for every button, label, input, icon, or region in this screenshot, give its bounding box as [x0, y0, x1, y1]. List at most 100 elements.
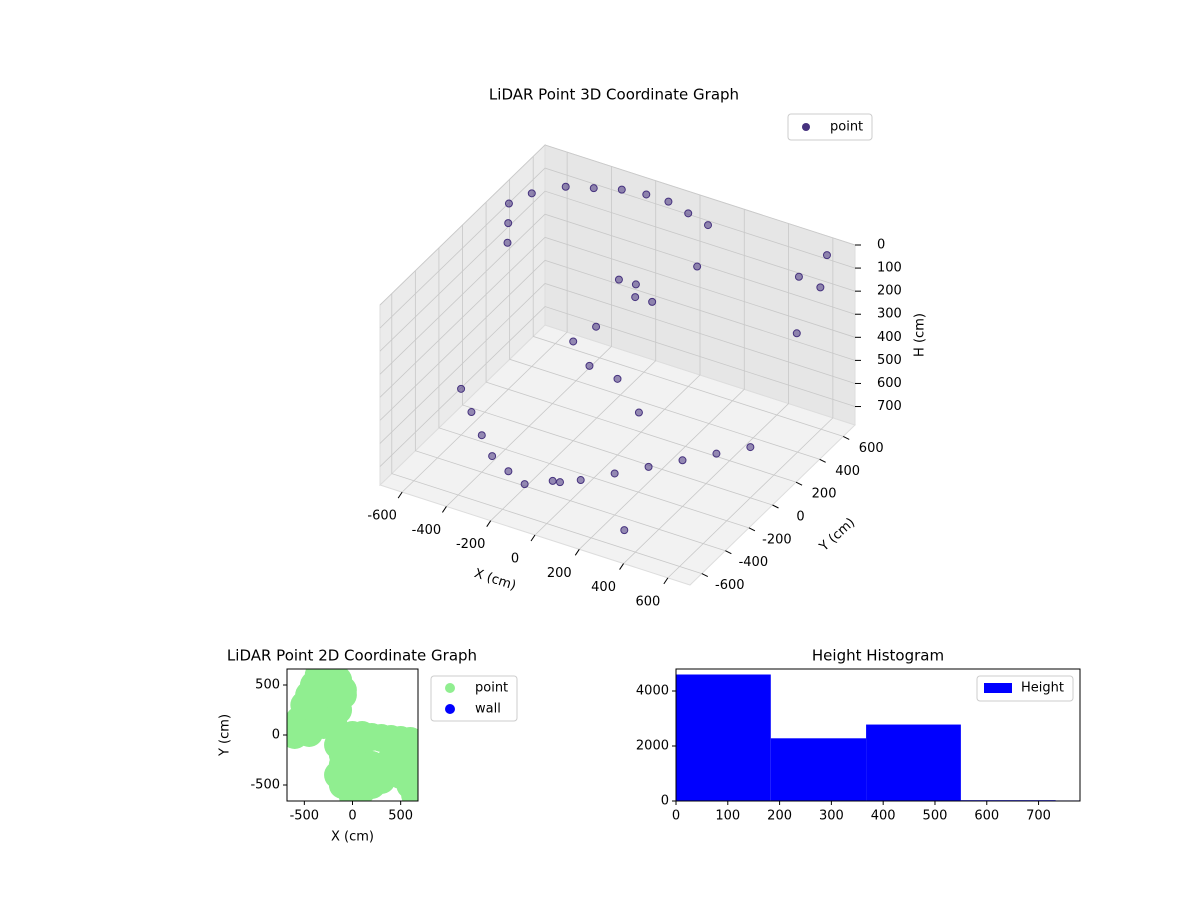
- tick: [842, 435, 850, 440]
- x-axis-label: X (cm): [472, 566, 518, 594]
- tick: [486, 520, 492, 527]
- y-tick-label: 0: [272, 728, 280, 743]
- point: [648, 297, 657, 306]
- chart-title: LiDAR Point 2D Coordinate Graph: [227, 647, 477, 665]
- grid-line: [379, 213, 856, 375]
- x-tick-label: 200: [767, 809, 792, 824]
- point: [610, 469, 619, 478]
- point: [527, 189, 536, 198]
- y-tick-label: 200: [812, 487, 837, 502]
- tick: [619, 563, 624, 570]
- y-axis-label: Y (cm): [816, 515, 858, 555]
- x-tick-label: 0: [672, 809, 680, 824]
- tick: [725, 550, 732, 555]
- grid-line: [532, 156, 844, 437]
- grid-line: [379, 236, 856, 398]
- point: [614, 275, 623, 284]
- x-tick-label: 400: [871, 809, 896, 824]
- x-tick-label: -200: [456, 537, 486, 552]
- axes-frame: [675, 668, 1081, 802]
- point: [488, 452, 497, 461]
- point: [613, 374, 622, 383]
- x-tick-label: -600: [367, 509, 397, 524]
- tick: [397, 491, 403, 499]
- tick: [663, 577, 669, 585]
- point: [477, 431, 486, 440]
- grid-line: [490, 180, 657, 522]
- x-tick-label: 400: [591, 580, 616, 595]
- x-tick-label: 300: [819, 809, 844, 824]
- point: [314, 671, 343, 699]
- grid-line: [485, 202, 797, 483]
- y-tick-label: -200: [762, 532, 792, 547]
- point: [746, 443, 755, 452]
- x-tick-label: 500: [923, 809, 948, 824]
- grid-line: [379, 167, 856, 329]
- z-tick-label: 300: [877, 307, 902, 322]
- z-tick-label: 400: [877, 330, 902, 345]
- grid-line: [446, 166, 612, 507]
- tick: [574, 549, 580, 556]
- point: [792, 329, 801, 338]
- legend-marker: [802, 123, 810, 131]
- plot-area: [676, 674, 1080, 801]
- z-tick-label: 0: [877, 238, 885, 253]
- point: [644, 462, 653, 471]
- point: [712, 449, 721, 458]
- legend-marker: [445, 683, 455, 693]
- z-tick-label: 600: [877, 376, 902, 391]
- legend-box: [976, 675, 1074, 702]
- grid-line: [462, 225, 773, 506]
- grid-line: [391, 293, 702, 574]
- x-tick-label: 600: [974, 809, 999, 824]
- point: [589, 184, 598, 193]
- x-tick-label: 100: [715, 809, 740, 824]
- y-tick-label: 400: [835, 464, 860, 479]
- point: [617, 185, 626, 194]
- point: [457, 384, 466, 393]
- y-tick-label: 4000: [636, 684, 669, 699]
- tick: [701, 573, 709, 578]
- legend-label: point: [830, 120, 863, 135]
- tick: [442, 506, 447, 513]
- point: [338, 761, 367, 789]
- point: [504, 219, 513, 228]
- x-tick-label: 0: [511, 552, 519, 567]
- chart-title: Height Histogram: [812, 647, 944, 665]
- x-tick-label: 600: [635, 594, 660, 609]
- point: [548, 476, 557, 485]
- grid-line: [401, 152, 568, 493]
- point: [467, 408, 476, 417]
- z-tick-label: 700: [877, 399, 902, 414]
- bar: [676, 674, 771, 801]
- grid-line: [579, 209, 745, 550]
- x-tick-label: 700: [1026, 809, 1051, 824]
- tick: [772, 504, 779, 509]
- z-axis-label: H (cm): [913, 313, 928, 357]
- grid-line: [534, 195, 701, 536]
- point: [556, 478, 564, 487]
- grid-line: [379, 144, 856, 306]
- grid-line: [509, 179, 820, 460]
- x-tick-label: -500: [290, 809, 320, 824]
- legend-marker: [445, 704, 455, 714]
- y-tick-label: 500: [255, 678, 280, 693]
- z-tick-label: 200: [877, 284, 902, 299]
- point: [678, 456, 687, 465]
- x-tick-label: 200: [547, 566, 572, 581]
- y-tick-label: -400: [739, 555, 769, 570]
- point: [634, 408, 643, 417]
- y-tick-label: -500: [250, 778, 280, 793]
- tick: [530, 534, 536, 542]
- point: [794, 272, 803, 281]
- y-tick-label: -600: [715, 578, 745, 593]
- point: [642, 190, 651, 199]
- point: [585, 361, 594, 370]
- point: [704, 221, 712, 230]
- y-tick-label: 600: [859, 441, 884, 456]
- legend-label: Height: [1021, 681, 1064, 696]
- tick: [795, 481, 803, 486]
- point: [620, 526, 629, 535]
- point: [520, 480, 529, 489]
